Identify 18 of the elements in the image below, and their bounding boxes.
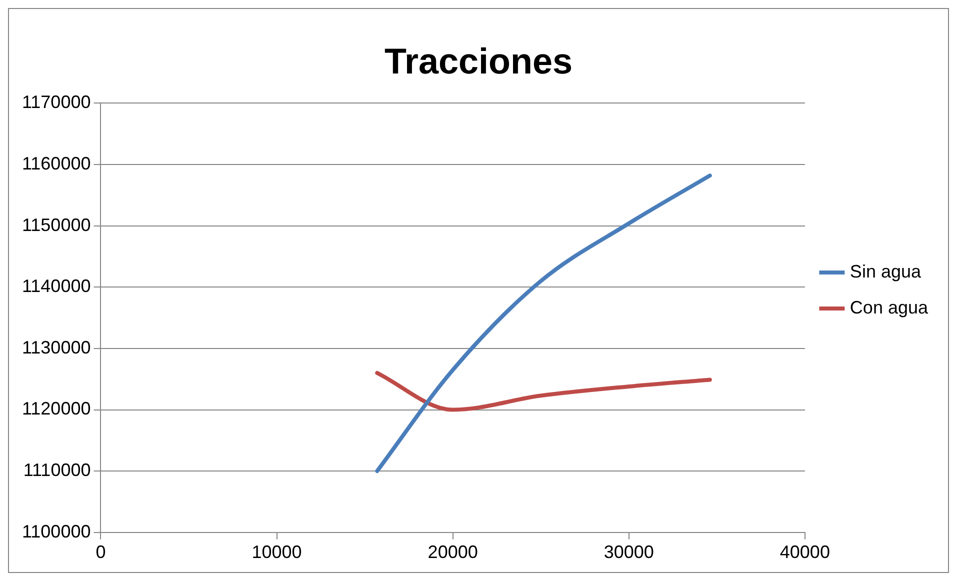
x-tick-label: 20000 — [428, 542, 478, 562]
y-tick-label: 1170000 — [22, 92, 91, 112]
y-tick-label: 1140000 — [22, 276, 91, 296]
y-tick-label: 1130000 — [22, 337, 91, 358]
legend-label: Con agua — [850, 297, 929, 318]
y-tick-label: 1100000 — [22, 521, 91, 542]
y-tick-label: 1110000 — [23, 460, 91, 480]
y-tick-label: 1160000 — [22, 153, 91, 174]
line-series — [375, 370, 712, 412]
x-tick-label: 0 — [96, 542, 106, 562]
x-tick-label: 30000 — [604, 542, 654, 562]
y-tick-label: 1150000 — [22, 214, 91, 235]
chart-title: Tracciones — [384, 40, 573, 82]
legend-label: Sin agua — [850, 261, 922, 282]
y-tick-label: 1120000 — [22, 398, 91, 419]
x-tick-label: 10000 — [252, 542, 302, 562]
x-tick-label: 40000 — [780, 542, 830, 562]
line-series — [375, 174, 712, 474]
